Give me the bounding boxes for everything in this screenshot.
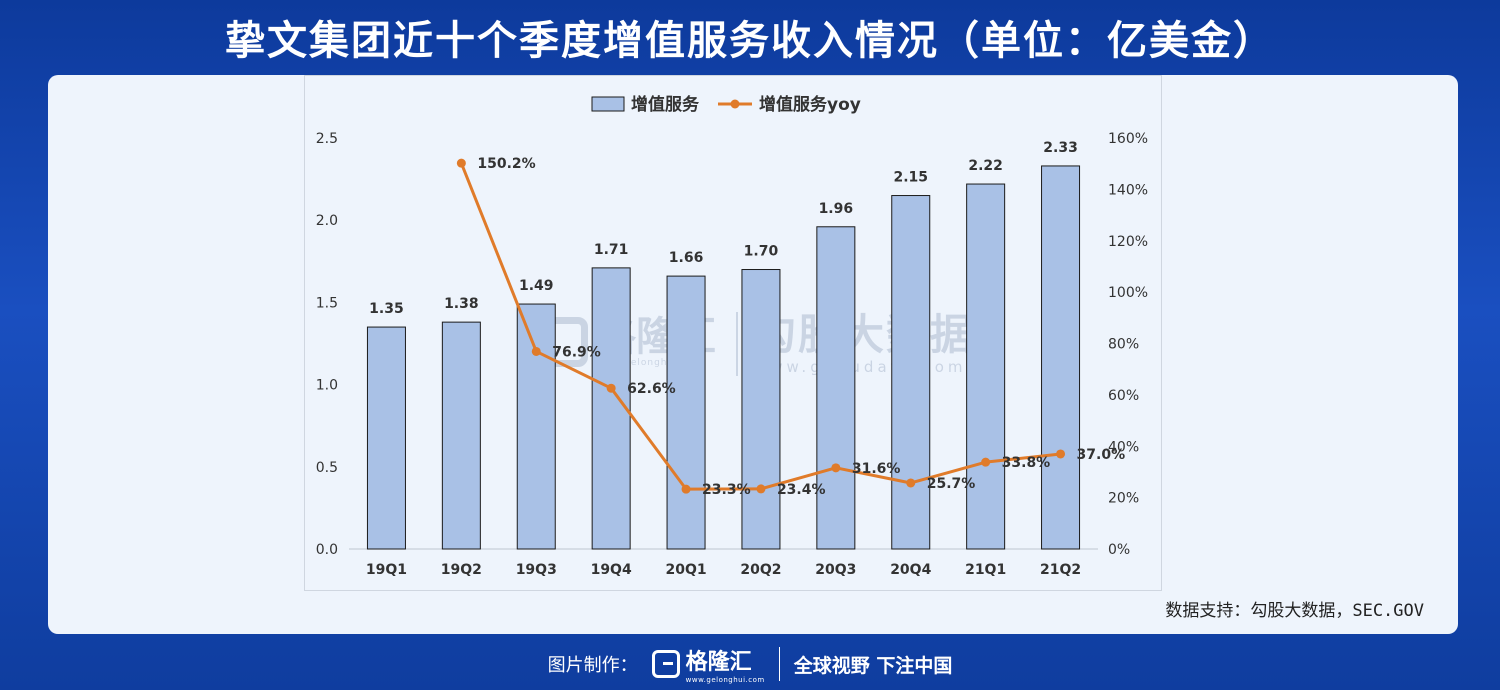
bar-data-label: 2.33: [1043, 140, 1078, 156]
bar: [666, 275, 706, 550]
yoy-point: [606, 383, 616, 393]
bar-data-label: 1.38: [444, 296, 479, 312]
yoy-data-label: 31.6%: [852, 461, 901, 477]
bar-data-label: 1.35: [369, 301, 404, 317]
x-tick-label: 20Q1: [665, 562, 706, 578]
right-axis-tick-label: 20%: [1108, 491, 1139, 507]
x-tick-label: 19Q2: [441, 562, 482, 578]
footer-divider: [778, 647, 780, 681]
yoy-data-label: 23.4%: [777, 482, 826, 498]
yoy-point: [1056, 449, 1066, 459]
legend-bar-label: 增值服务: [631, 94, 700, 115]
left-axis-tick-label: 2.5: [316, 131, 338, 147]
yoy-point: [681, 484, 691, 494]
yoy-data-label: 62.6%: [627, 381, 676, 397]
yoy-point: [906, 478, 916, 488]
x-tick-label: 20Q3: [815, 562, 856, 578]
bar-data-label: 1.49: [519, 278, 554, 294]
bar-data-label: 1.71: [594, 242, 629, 258]
x-tick-label: 20Q4: [890, 562, 931, 578]
left-axis-tick-label: 0.0: [316, 542, 338, 558]
left-axis-tick-label: 1.0: [316, 378, 338, 394]
left-axis-tick-label: 1.5: [316, 295, 338, 311]
bar: [516, 303, 556, 550]
footer-slogan: 全球视野 下注中国: [793, 654, 953, 677]
yoy-point: [831, 463, 841, 473]
x-tick-label: 19Q4: [591, 562, 632, 578]
footer-brand-url: www.gelonghui.com: [685, 676, 765, 684]
right-axis-tick-label: 0%: [1108, 542, 1130, 558]
page-title: 挚文集团近十个季度增值服务收入情况（单位：亿美金）: [225, 18, 1275, 64]
footer-made-by: 图片制作：: [547, 655, 638, 676]
right-axis-tick-label: 100%: [1108, 285, 1148, 301]
legend-bar-swatch: [591, 96, 625, 112]
yoy-data-label: 25.7%: [927, 476, 976, 492]
yoy-data-label: 23.3%: [702, 482, 751, 498]
yoy-data-label: 33.8%: [1002, 455, 1051, 471]
bar-data-label: 1.66: [669, 250, 704, 266]
gelonghui-logo-icon: [651, 650, 680, 678]
x-tick-label: 19Q1: [366, 562, 407, 578]
bar: [591, 267, 631, 550]
bar: [891, 195, 931, 550]
yoy-point: [981, 457, 991, 467]
bar: [441, 321, 481, 550]
legend-line-label: 增值服务yoy: [759, 94, 861, 115]
yoy-data-label: 76.9%: [552, 344, 601, 360]
right-axis-tick-label: 60%: [1108, 388, 1139, 404]
bar-data-label: 2.22: [968, 158, 1003, 174]
bar: [1041, 165, 1081, 550]
left-axis-tick-label: 2.0: [316, 213, 338, 229]
bar-data-label: 2.15: [893, 170, 928, 186]
x-tick-label: 21Q1: [965, 562, 1006, 578]
yoy-point: [531, 346, 541, 356]
x-tick-label: 19Q3: [516, 562, 557, 578]
bar: [741, 269, 781, 550]
yoy-point: [456, 158, 466, 168]
footer-brand: 格隆汇 www.gelonghui.com: [651, 644, 765, 684]
yoy-point: [756, 484, 766, 494]
right-axis-tick-label: 160%: [1108, 131, 1148, 147]
bar-data-label: 1.70: [744, 244, 779, 260]
right-axis-tick-label: 80%: [1108, 337, 1139, 353]
bar: [966, 183, 1006, 550]
bar: [366, 326, 406, 550]
legend-line-marker: [730, 99, 740, 109]
right-axis-tick-label: 40%: [1108, 439, 1139, 455]
yoy-data-label: 37.0%: [1077, 447, 1126, 463]
bar-data-label: 1.96: [819, 201, 854, 217]
right-axis-tick-label: 140%: [1108, 182, 1148, 198]
x-tick-label: 20Q2: [740, 562, 781, 578]
bar: [816, 226, 856, 550]
source-note: 数据支持：勾股大数据，SEC.GOV: [1165, 601, 1424, 621]
footer: 图片制作： 格隆汇 www.gelonghui.com 全球视野 下注中国: [0, 644, 1500, 684]
left-axis-tick-label: 0.5: [316, 460, 338, 476]
footer-brand-name: 格隆汇: [685, 650, 752, 675]
x-tick-label: 21Q2: [1040, 562, 1081, 578]
yoy-data-label: 150.2%: [477, 156, 535, 172]
right-axis-tick-label: 120%: [1108, 234, 1148, 250]
